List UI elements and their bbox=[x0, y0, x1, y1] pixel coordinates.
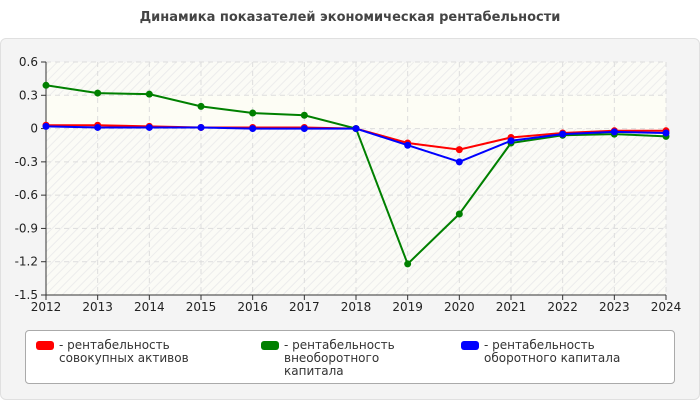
data-point bbox=[300, 125, 308, 133]
legend-item-fixed-capital[interactable]: - рентабельность внеоборотного капитала bbox=[261, 339, 441, 378]
data-point bbox=[94, 89, 102, 97]
data-point bbox=[455, 158, 463, 166]
data-point bbox=[94, 123, 102, 131]
data-point bbox=[662, 129, 670, 137]
data-point bbox=[197, 102, 205, 110]
data-point bbox=[507, 137, 515, 145]
x-tick-label: 2014 bbox=[134, 300, 165, 314]
y-tick-label: -0.9 bbox=[15, 221, 38, 235]
y-tick-label: -1.2 bbox=[15, 255, 38, 269]
data-point bbox=[42, 122, 50, 130]
x-tick-label: 2020 bbox=[444, 300, 475, 314]
x-tick-label: 2023 bbox=[599, 300, 630, 314]
x-tick-label: 2017 bbox=[289, 300, 320, 314]
x-tick-label: 2012 bbox=[31, 300, 62, 314]
x-tick-label: 2024 bbox=[651, 300, 682, 314]
data-point bbox=[249, 109, 257, 117]
y-tick-label: 0 bbox=[30, 122, 38, 136]
y-tick-label: 0.3 bbox=[19, 88, 38, 102]
x-tick-label: 2022 bbox=[547, 300, 578, 314]
data-point bbox=[455, 210, 463, 218]
y-tick-label: -1.5 bbox=[15, 288, 38, 302]
y-tick-label: 0.6 bbox=[19, 55, 38, 69]
data-point bbox=[145, 123, 153, 131]
legend: - рентабельность совокупных активов - ре… bbox=[25, 330, 675, 384]
x-tick-label: 2021 bbox=[496, 300, 527, 314]
x-tick-label: 2019 bbox=[392, 300, 423, 314]
y-tick-label: -0.3 bbox=[15, 155, 38, 169]
legend-item-working-capital[interactable]: - рентабельность оборотного капитала bbox=[461, 339, 666, 365]
data-point bbox=[300, 111, 308, 119]
legend-label: - рентабельность внеоборотного капитала bbox=[284, 338, 395, 378]
data-point bbox=[197, 123, 205, 131]
data-point bbox=[559, 130, 567, 138]
legend-swatch bbox=[461, 341, 479, 350]
data-point bbox=[455, 146, 463, 154]
data-point bbox=[352, 125, 360, 133]
x-tick-label: 2018 bbox=[341, 300, 372, 314]
data-point bbox=[404, 260, 412, 268]
x-tick-label: 2013 bbox=[82, 300, 113, 314]
legend-swatch bbox=[36, 341, 54, 350]
data-point bbox=[610, 128, 618, 136]
y-tick-label: -0.6 bbox=[15, 188, 38, 202]
data-point bbox=[249, 125, 257, 133]
data-point bbox=[145, 90, 153, 98]
x-tick-label: 2015 bbox=[186, 300, 217, 314]
legend-item-total-assets[interactable]: - рентабельность совокупных активов bbox=[36, 339, 241, 365]
legend-label: - рентабельность совокупных активов bbox=[59, 338, 189, 365]
chart-title: Динамика показателей экономическая рента… bbox=[139, 10, 561, 25]
x-tick-label: 2016 bbox=[237, 300, 268, 314]
data-point bbox=[42, 81, 50, 89]
legend-swatch bbox=[261, 341, 279, 350]
data-point bbox=[404, 141, 412, 149]
legend-label: - рентабельность оборотного капитала bbox=[484, 338, 621, 365]
